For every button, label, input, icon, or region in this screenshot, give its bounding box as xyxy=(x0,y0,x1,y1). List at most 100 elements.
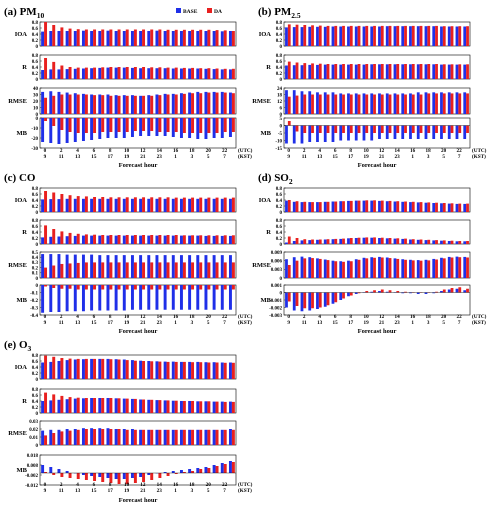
bar-base xyxy=(228,31,232,46)
bar-base xyxy=(463,241,467,244)
bar-base xyxy=(196,255,200,278)
bar-base xyxy=(179,255,183,278)
bar-da xyxy=(142,285,146,290)
metric-mb: MB 0 -10 -20 -30 xyxy=(17,117,237,152)
bar-base xyxy=(130,473,134,478)
bar-da xyxy=(388,64,392,79)
bar-base xyxy=(331,239,335,244)
y-tick-label: 0.8 xyxy=(32,54,39,59)
bar-da xyxy=(109,197,113,212)
bar-da xyxy=(318,125,322,133)
bar-base xyxy=(401,26,405,46)
bar-da xyxy=(215,466,219,473)
bar-da xyxy=(223,118,227,132)
bar-base xyxy=(463,290,467,293)
bar-base xyxy=(220,69,224,79)
bar-base xyxy=(65,429,69,445)
bar-da xyxy=(442,125,446,133)
plot-frame xyxy=(283,54,471,80)
bar-base xyxy=(212,118,216,138)
bar-da xyxy=(52,473,56,475)
bar-base xyxy=(393,93,397,114)
x-tick-kst: 13 xyxy=(75,154,81,160)
bar-da xyxy=(76,429,80,445)
x-tick-utc: 0 xyxy=(287,314,290,320)
bar-da xyxy=(223,262,227,278)
bar-da xyxy=(466,26,469,46)
bar-da xyxy=(109,398,113,413)
bar-base xyxy=(196,198,200,212)
x-tick-kst: 9 xyxy=(44,320,47,326)
bar-base xyxy=(114,429,118,445)
bar-base xyxy=(323,26,327,46)
x-tick-utc: 8 xyxy=(349,148,352,154)
metric-label: IOA xyxy=(259,31,272,38)
bar-base xyxy=(424,92,428,114)
plot-frame xyxy=(283,21,471,47)
bar-da xyxy=(191,118,195,133)
x-tick-utc: 8 xyxy=(349,314,352,320)
bar-base xyxy=(49,118,53,143)
y-tick-label: 0 xyxy=(36,378,39,383)
bar-base xyxy=(354,259,358,278)
bar-base xyxy=(139,95,143,114)
x-tick-kst: 13 xyxy=(75,488,81,494)
bar-base xyxy=(171,285,175,310)
bar-da xyxy=(76,233,80,244)
x-tick-utc: 4 xyxy=(76,482,79,488)
bar-base xyxy=(130,255,134,278)
metric-label: RMSE xyxy=(252,98,271,105)
bar-da xyxy=(52,95,56,114)
panel-1: (b) PM2.5IOA0.80.60.40.20R0.80.60.40.20R… xyxy=(252,6,486,169)
bar-base xyxy=(300,256,304,278)
bar-base xyxy=(49,199,53,212)
bar-base xyxy=(455,125,459,139)
y-tick-label: 0.6 xyxy=(276,225,283,230)
y-tick-label: 0.2 xyxy=(276,205,283,210)
bar-da xyxy=(357,94,361,114)
bar-da xyxy=(133,118,137,131)
bar-da xyxy=(68,358,72,379)
bar-base xyxy=(122,95,126,114)
metric-r: R 0.80.60.40.20 xyxy=(22,54,237,83)
bar-base xyxy=(339,93,343,114)
bar-da xyxy=(435,125,438,133)
bar-da xyxy=(442,289,446,293)
bar-base xyxy=(447,26,451,46)
bar-base xyxy=(196,429,200,445)
bar-base xyxy=(130,31,134,46)
bar-da xyxy=(125,360,129,379)
bar-base xyxy=(57,469,61,473)
bar-da xyxy=(223,30,227,46)
x-tick-kst: 11 xyxy=(59,320,64,326)
bar-base xyxy=(106,428,110,445)
bar-base xyxy=(354,292,358,294)
bar-base xyxy=(220,91,224,114)
y-tick-label: 0 xyxy=(280,277,283,282)
x-tick-kst: 3 xyxy=(427,154,430,160)
bar-base xyxy=(179,198,183,212)
x-tick-utc: 20 xyxy=(206,482,212,488)
bar-da xyxy=(215,118,219,133)
bar-base xyxy=(308,240,312,244)
bar-da xyxy=(60,473,64,477)
x-axis: 09211413615817101912211423161183205227(U… xyxy=(287,147,486,169)
bar-base xyxy=(362,257,366,278)
x-tick-kst: 1 xyxy=(411,154,414,160)
x-unit-utc: (UTC) xyxy=(472,313,487,320)
bar-base xyxy=(416,239,420,244)
bar-da xyxy=(93,473,97,481)
bar-base xyxy=(57,285,61,312)
bar-da xyxy=(199,29,203,46)
bar-da xyxy=(435,64,438,79)
bar-da xyxy=(84,473,88,480)
bar-base xyxy=(447,289,451,293)
x-tick-kst: 13 xyxy=(317,154,323,160)
bar-base xyxy=(228,401,232,413)
bar-base xyxy=(98,473,102,477)
bar-base xyxy=(362,64,366,79)
bar-base xyxy=(171,400,175,413)
bar-base xyxy=(347,238,350,244)
bar-base xyxy=(447,241,451,244)
bar-da xyxy=(207,197,211,212)
